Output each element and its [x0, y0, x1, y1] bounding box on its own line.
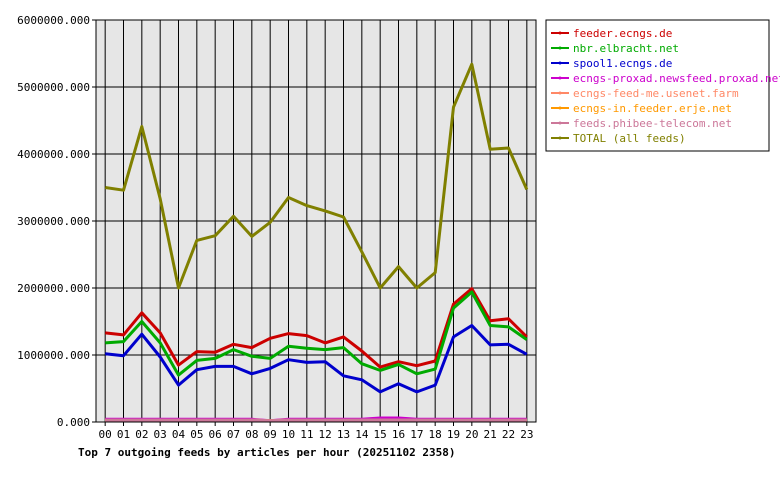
x-tick-label: 14 [355, 428, 369, 441]
x-tick-label: 12 [319, 428, 332, 441]
legend-marker [558, 136, 562, 140]
series-line-6 [105, 418, 527, 423]
x-tick-label: 23 [520, 428, 533, 441]
x-tick-label: 09 [264, 428, 277, 441]
legend-marker [558, 106, 562, 110]
series-layer [104, 62, 529, 423]
x-tick-label: 21 [484, 428, 497, 441]
legend-label: ecngs-feed-me.usenet.farm [573, 87, 739, 100]
legend-box [545, 19, 770, 152]
x-tick-label: 20 [465, 428, 478, 441]
legend-label: ecngs-in.feeder.erje.net [573, 102, 732, 115]
y-axis-ticks: 0.000 1000000.000 2000000.000 3000000.000 40… [17, 14, 96, 429]
series-line-2 [105, 324, 528, 394]
x-tick-label: 06 [209, 428, 222, 441]
legend: feeder.ecngs.de nbr.elbracht.net spool1.ec… [545, 19, 780, 152]
x-tick-label: 16 [392, 428, 405, 441]
series-line-7 [104, 62, 529, 290]
legend-label: spool1.ecngs.de [573, 57, 672, 70]
legend-label: ecngs-proxad.newsfeed.proxad.net [573, 72, 780, 85]
series-line-0 [105, 287, 528, 369]
y-tick-label: 4000000.000 [17, 148, 90, 161]
x-tick-label: 01 [117, 428, 130, 441]
y-tick-label: 0.000 [57, 416, 90, 429]
x-tick-label: 13 [337, 428, 350, 441]
y-tick-label: 2000000.000 [17, 282, 90, 295]
x-tick-label: 18 [429, 428, 442, 441]
x-tick-label: 19 [447, 428, 460, 441]
legend-marker [558, 61, 562, 65]
x-tick-label: 15 [374, 428, 387, 441]
x-tick-label: 11 [300, 428, 313, 441]
x-tick-label: 10 [282, 428, 295, 441]
legend-label: TOTAL (all feeds) [573, 132, 686, 145]
legend-marker [558, 31, 562, 35]
x-tick-label: 00 [99, 428, 112, 441]
x-tick-label: 03 [154, 428, 167, 441]
y-tick-label: 1000000.000 [17, 349, 90, 362]
x-tick-label: 22 [502, 428, 515, 441]
legend-marker [558, 91, 562, 95]
legend-marker [558, 46, 562, 50]
x-tick-label: 07 [227, 428, 240, 441]
legend-marker [558, 121, 562, 125]
x-tick-label: 04 [172, 428, 186, 441]
y-tick-label: 5000000.000 [17, 81, 90, 94]
x-tick-label: 08 [245, 428, 258, 441]
series-line-1 [105, 290, 528, 377]
x-axis-ticks: 00 01 02 03 04 05 06 07 08 09 10 11 12 13 14 15 16 17 18 19… [99, 422, 533, 441]
legend-label: feeds.phibee-telecom.net [573, 117, 732, 130]
legend-label: nbr.elbracht.net [573, 42, 679, 55]
y-tick-label: 3000000.000 [17, 215, 90, 228]
legend-label: feeder.ecngs.de [573, 27, 672, 40]
y-tick-label: 6000000.000 [17, 14, 90, 27]
legend-marker [558, 76, 562, 80]
x-tick-label: 02 [135, 428, 148, 441]
x-tick-label: 05 [190, 428, 203, 441]
x-tick-label: 17 [410, 428, 423, 441]
chart-title: Top 7 outgoing feeds by articles per hou… [78, 446, 456, 459]
